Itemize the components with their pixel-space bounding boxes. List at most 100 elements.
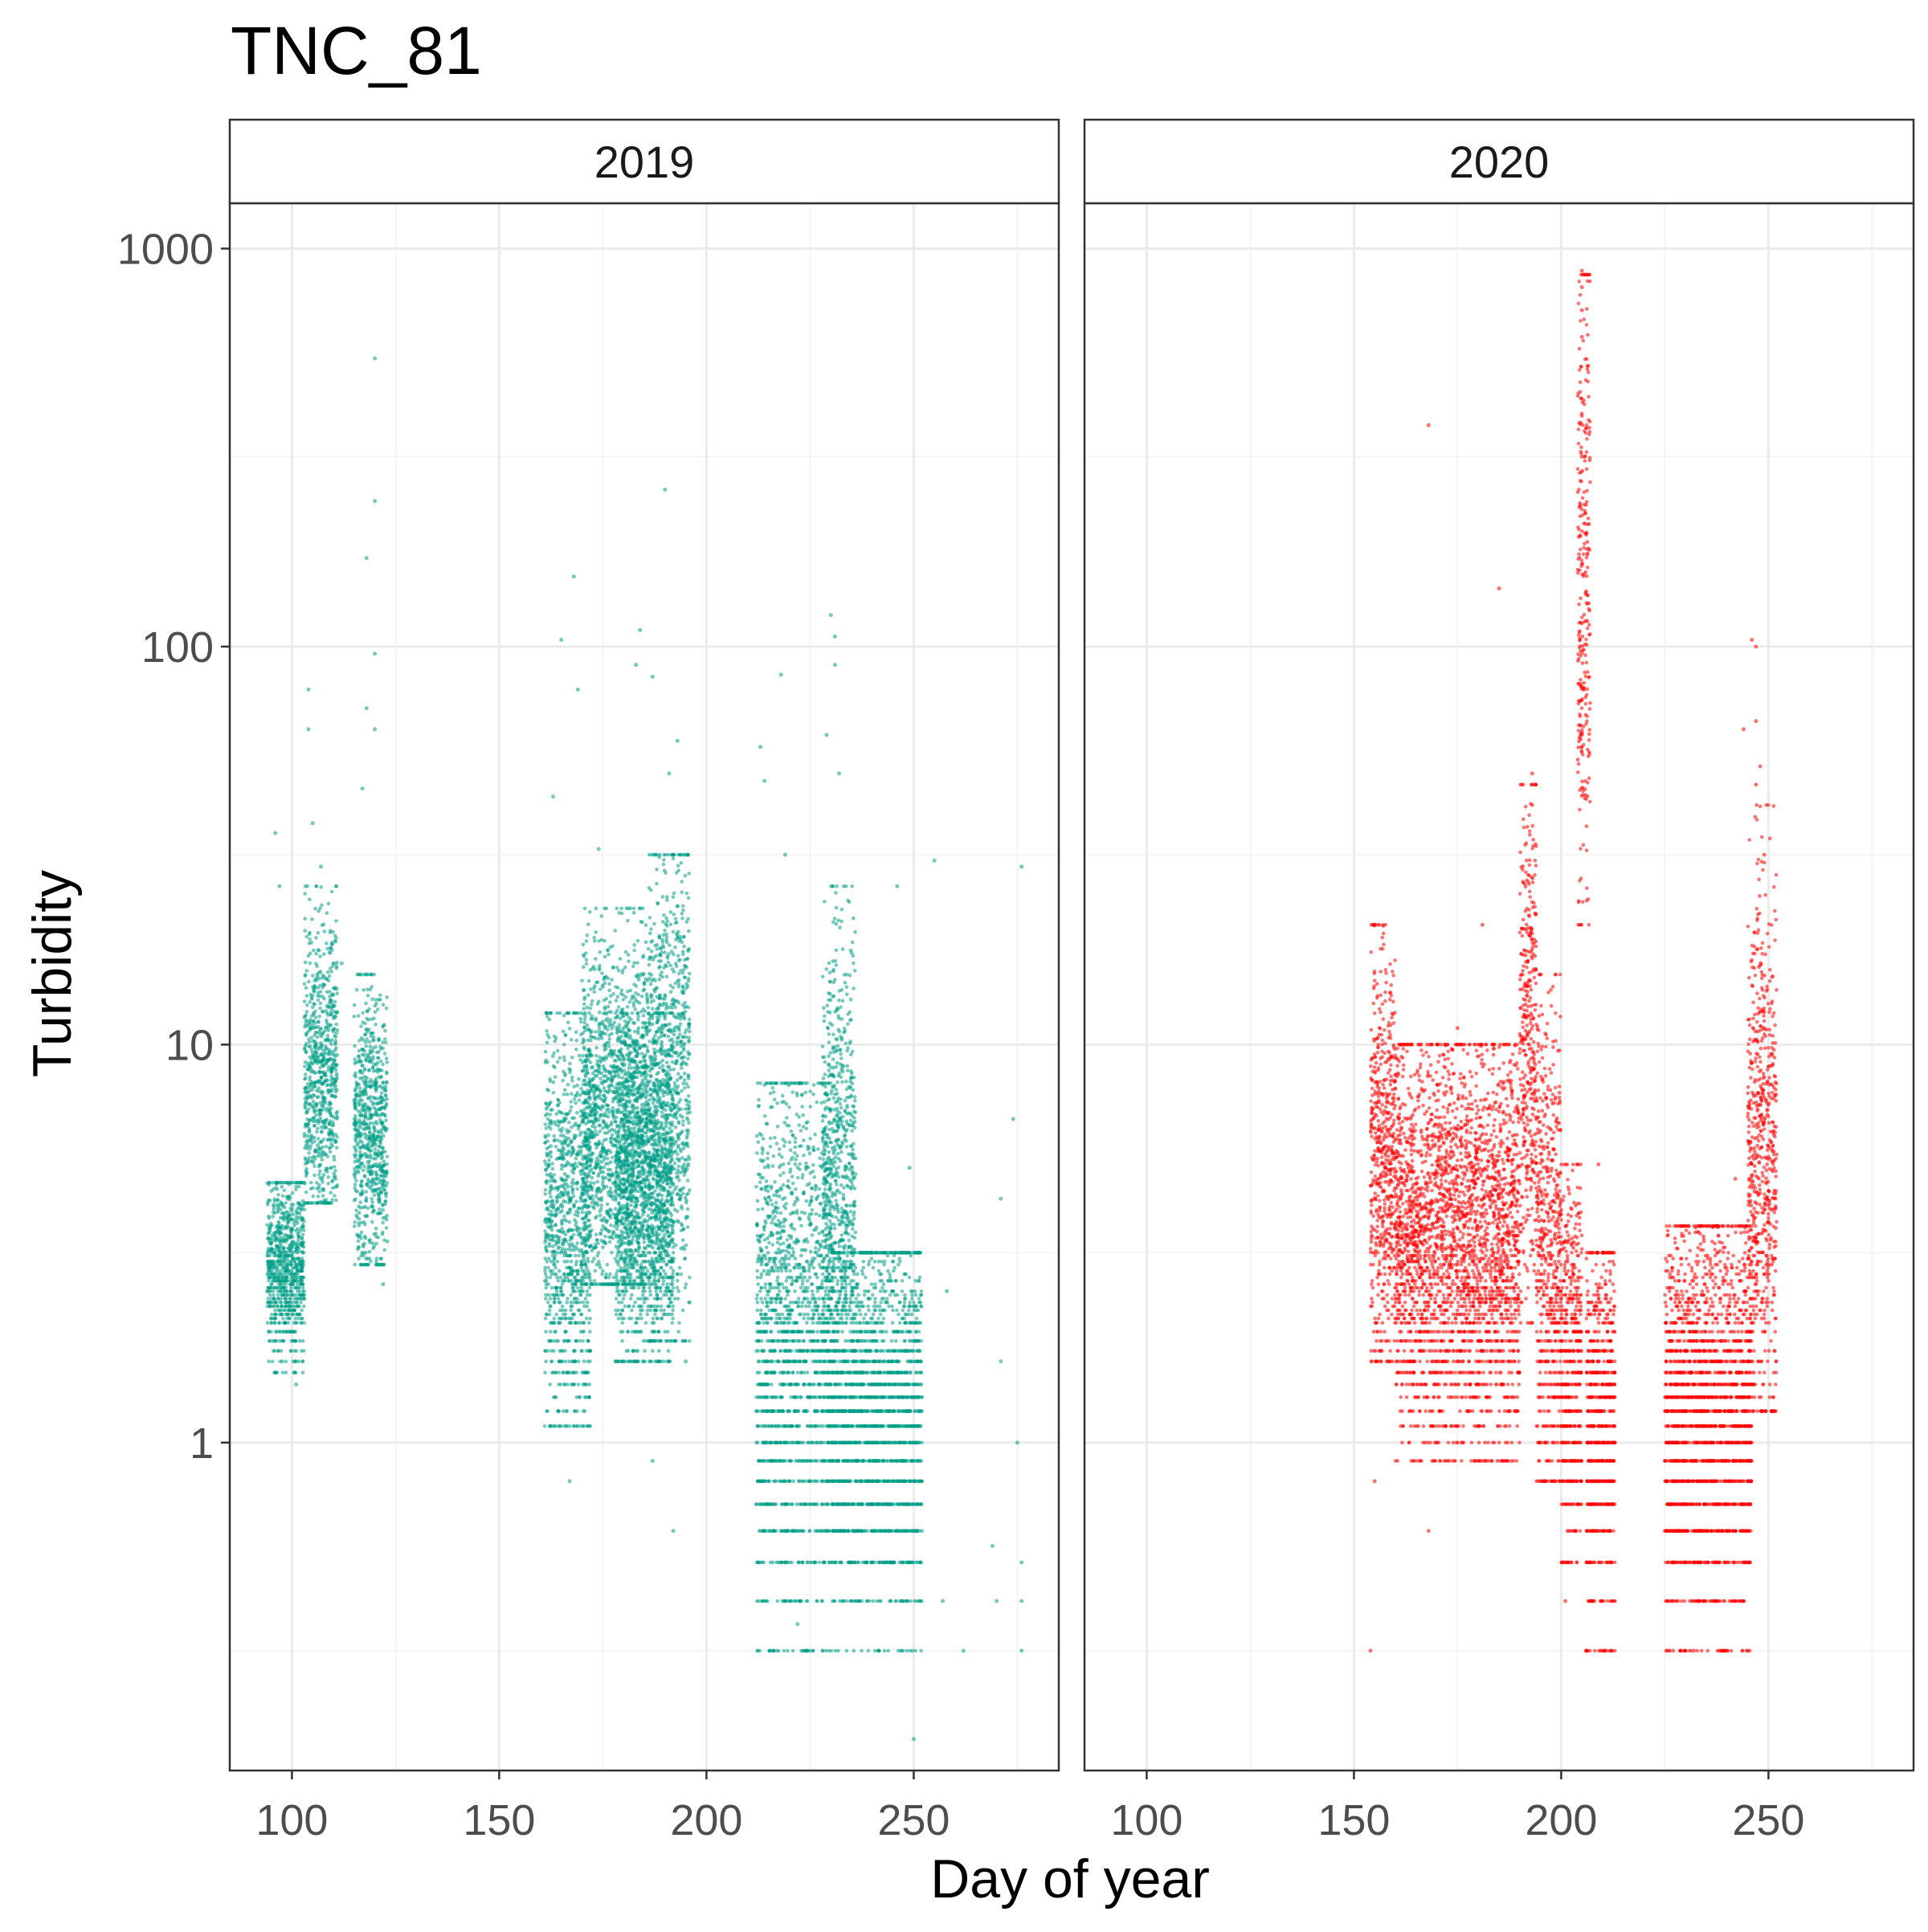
data-point bbox=[378, 1207, 382, 1211]
data-point bbox=[608, 1178, 612, 1182]
data-point bbox=[331, 1134, 335, 1138]
data-point bbox=[267, 1279, 271, 1283]
data-point bbox=[573, 1409, 577, 1413]
data-point bbox=[360, 1154, 364, 1158]
data-point bbox=[549, 1219, 553, 1223]
data-point bbox=[582, 1012, 586, 1016]
data-point bbox=[632, 906, 636, 910]
data-point bbox=[361, 1053, 365, 1057]
data-point bbox=[561, 1305, 565, 1309]
data-point bbox=[562, 1056, 566, 1060]
data-point bbox=[333, 1141, 337, 1145]
data-point bbox=[599, 1188, 603, 1192]
data-point bbox=[374, 1069, 378, 1073]
data-point bbox=[610, 978, 614, 982]
data-point bbox=[547, 1256, 551, 1260]
data-point bbox=[287, 1305, 291, 1309]
data-point bbox=[611, 1133, 615, 1138]
data-point bbox=[293, 1266, 297, 1270]
data-point bbox=[296, 1313, 300, 1317]
data-point bbox=[604, 1055, 608, 1059]
data-point bbox=[300, 1237, 304, 1241]
data-point bbox=[564, 1359, 568, 1363]
data-point bbox=[274, 1236, 278, 1240]
data-point bbox=[286, 1197, 290, 1201]
data-point bbox=[280, 1185, 284, 1189]
data-point bbox=[300, 1317, 304, 1321]
data-point bbox=[284, 1309, 288, 1313]
data-point bbox=[583, 1199, 587, 1203]
data-point bbox=[544, 1188, 548, 1192]
data-point bbox=[305, 1003, 309, 1007]
data-point bbox=[546, 1301, 550, 1305]
data-point bbox=[549, 1011, 553, 1015]
data-point bbox=[614, 1120, 618, 1124]
data-point bbox=[594, 1129, 598, 1133]
data-point bbox=[310, 997, 314, 1001]
data-point bbox=[313, 1045, 317, 1049]
data-point bbox=[289, 1276, 293, 1280]
data-point bbox=[379, 1060, 383, 1064]
data-point bbox=[594, 1142, 598, 1146]
data-point bbox=[547, 1146, 551, 1150]
data-point bbox=[556, 1186, 560, 1190]
data-point bbox=[323, 1073, 327, 1077]
data-point bbox=[316, 994, 320, 998]
data-point bbox=[567, 1248, 571, 1252]
data-point bbox=[315, 1118, 319, 1122]
data-point bbox=[557, 1297, 561, 1301]
data-point bbox=[602, 1185, 607, 1189]
data-point bbox=[571, 1146, 575, 1150]
data-point bbox=[544, 1256, 548, 1260]
data-point bbox=[328, 1128, 332, 1132]
data-point bbox=[578, 1161, 582, 1165]
data-point bbox=[543, 1424, 547, 1428]
data-point bbox=[579, 1263, 583, 1267]
data-point bbox=[556, 1098, 560, 1102]
data-point bbox=[544, 1060, 548, 1064]
data-point bbox=[603, 1007, 607, 1011]
data-point bbox=[570, 1170, 574, 1174]
data-point bbox=[322, 983, 326, 987]
data-point bbox=[594, 1215, 598, 1219]
data-point bbox=[561, 1205, 565, 1209]
data-point bbox=[370, 1220, 374, 1224]
data-point bbox=[318, 1007, 322, 1011]
data-point bbox=[291, 1313, 295, 1317]
data-point bbox=[544, 1286, 548, 1290]
data-point bbox=[570, 1076, 574, 1080]
data-point bbox=[313, 1084, 317, 1089]
data-point bbox=[556, 1260, 560, 1264]
data-point bbox=[586, 1260, 590, 1264]
data-point bbox=[594, 1246, 598, 1250]
data-point bbox=[582, 1131, 586, 1135]
data-point bbox=[620, 1089, 624, 1093]
data-point bbox=[272, 1211, 276, 1215]
data-point bbox=[607, 1124, 611, 1128]
data-point bbox=[562, 1260, 566, 1264]
data-point bbox=[579, 1293, 583, 1297]
data-point bbox=[358, 1163, 362, 1167]
data-point bbox=[292, 1309, 296, 1313]
data-point bbox=[382, 1164, 386, 1168]
data-point bbox=[598, 966, 602, 970]
data-point bbox=[598, 1011, 602, 1015]
data-point bbox=[383, 1188, 387, 1192]
data-point bbox=[550, 1162, 554, 1166]
data-point bbox=[353, 1120, 357, 1124]
data-point bbox=[553, 1263, 557, 1267]
data-point bbox=[549, 1269, 553, 1273]
data-point bbox=[298, 1339, 302, 1343]
data-point bbox=[566, 1383, 570, 1387]
data-point bbox=[575, 1111, 579, 1115]
data-point bbox=[578, 1279, 582, 1283]
data-point bbox=[319, 970, 323, 974]
data-point bbox=[280, 1276, 284, 1280]
data-point bbox=[582, 953, 586, 957]
data-point bbox=[589, 968, 593, 972]
data-point bbox=[585, 1186, 589, 1190]
data-point bbox=[580, 1349, 584, 1353]
data-point bbox=[564, 1309, 568, 1313]
data-point bbox=[575, 1084, 579, 1088]
data-point bbox=[627, 959, 631, 963]
